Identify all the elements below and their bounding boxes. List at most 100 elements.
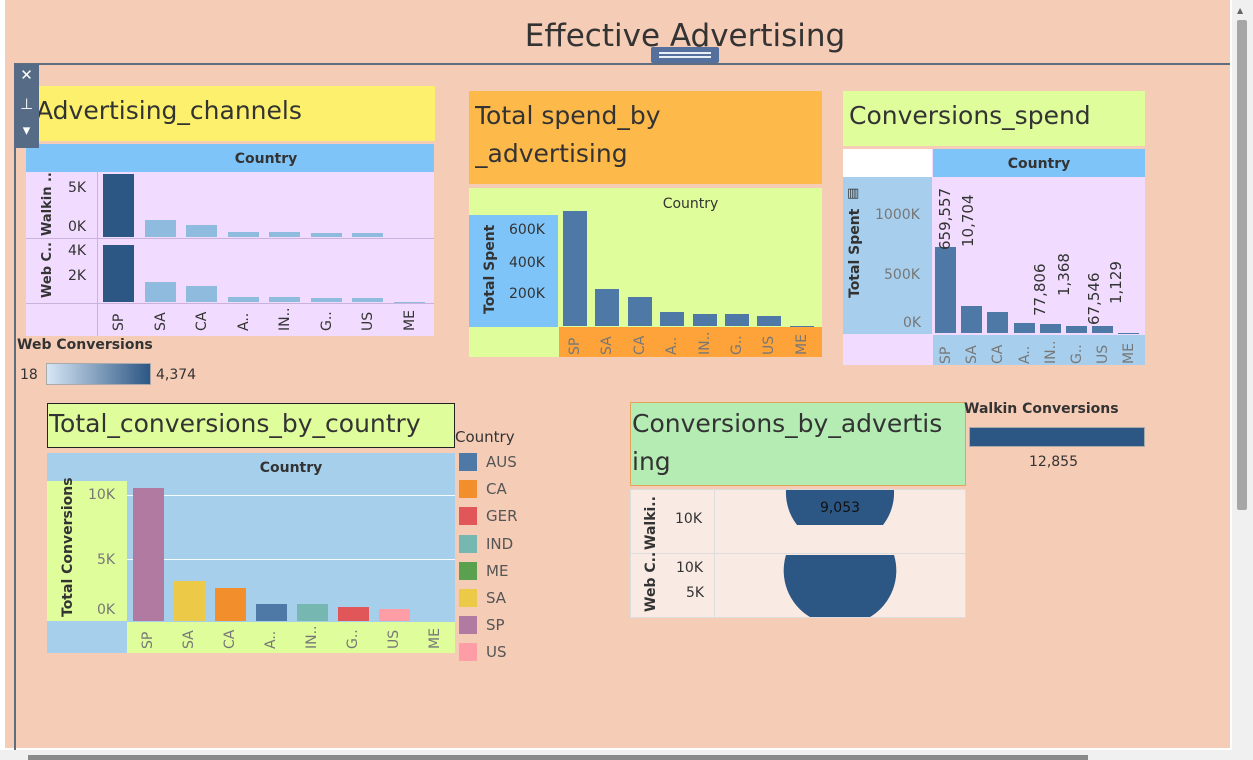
- x-tick-label: SP: [111, 313, 127, 331]
- x-tick-label: SP: [938, 346, 954, 364]
- web-bar: [269, 297, 300, 302]
- x-tick-label: CA: [990, 344, 1007, 364]
- walkin-tick: 0K: [68, 219, 87, 235]
- legend-swatch: [459, 643, 477, 662]
- total-conversions-title-bg: [47, 403, 455, 448]
- x-tick-label: SP: [140, 631, 156, 649]
- walkin-row-label: Walki..: [643, 496, 659, 550]
- country-bar: [174, 581, 205, 621]
- web-conversions-legend-title: Web Conversions: [17, 337, 153, 353]
- walkin-bar: [352, 232, 383, 237]
- walkin-value-label: 9,053: [819, 500, 861, 516]
- country-bar: [297, 603, 328, 621]
- walkin-tick: 10K: [675, 511, 702, 527]
- x-tick-label: SA: [964, 345, 981, 364]
- conversions-spend-y-label: Total Spent: [847, 208, 863, 298]
- x-tick-label: G..: [318, 311, 335, 331]
- conversions-by-advertising-title-line1: Conversions_by_advertis: [632, 409, 943, 438]
- pin-icon[interactable]: ⊥: [19, 95, 34, 113]
- advertising-channels-header-corner: [26, 144, 98, 172]
- spend-bar: [757, 315, 782, 326]
- x-tick-label: IN..: [696, 331, 713, 355]
- total-spend-title-bg: [469, 91, 822, 184]
- x-tick-label: A..: [235, 312, 252, 331]
- walkin-row-label: Walkin ..: [40, 172, 55, 236]
- conversions-spend-header-bg: [933, 149, 1145, 177]
- legend-swatch: [459, 534, 477, 553]
- legend-label: GER: [486, 507, 518, 526]
- total-conversions-x-axis: [127, 622, 455, 653]
- data-label: 1,368: [1055, 253, 1073, 296]
- conversions-by-advertising-title-bg: [630, 402, 966, 486]
- data-label: 67,546: [1085, 272, 1103, 326]
- data-label: 10,704: [959, 194, 977, 248]
- x-tick-label: US: [386, 629, 402, 649]
- web-tick: 10K: [676, 560, 703, 576]
- legend-swatch: [459, 480, 477, 499]
- walkin-legend-value: 12,855: [1029, 454, 1078, 470]
- axis-divider: [97, 172, 98, 336]
- web-row-label: Web C..: [643, 551, 659, 612]
- x-tick-label: SP: [567, 337, 583, 355]
- country-bar: [215, 588, 246, 621]
- spend-bar: [1066, 325, 1087, 333]
- total-spend-column-header: Country: [662, 196, 719, 212]
- gridline: [127, 559, 455, 560]
- legend-swatch: [459, 507, 477, 526]
- y-tick: 5K: [97, 552, 116, 568]
- total-conversions-column-header: Country: [259, 460, 323, 476]
- x-tick-label: US: [761, 335, 778, 355]
- x-tick-label: ME: [1121, 343, 1138, 364]
- x-tick-label: A..: [664, 336, 681, 355]
- x-tick-label: CA: [222, 629, 238, 649]
- container-top-border: [14, 63, 1230, 65]
- legend-swatch: [459, 453, 477, 471]
- country-legend-title: Country: [455, 428, 515, 446]
- dashboard-title: Effective Advertising: [524, 18, 846, 54]
- web-bar: [144, 282, 176, 302]
- total-spend-y-label: Total Spent: [482, 224, 498, 314]
- horizontal-scroll-thumb[interactable]: [28, 755, 1088, 760]
- bar-chart-icon[interactable]: ▥: [847, 186, 860, 201]
- vertical-scroll-thumb[interactable]: [1237, 20, 1247, 510]
- scroll-up-arrow-icon[interactable]: ▲: [1237, 6, 1244, 15]
- legend-label: US: [486, 643, 507, 662]
- walkin-bar: [144, 219, 176, 237]
- web-tick: 4K: [68, 243, 87, 259]
- legend-swatch: [459, 616, 477, 635]
- walkin-legend-swatch: [969, 427, 1145, 447]
- spend-bar: [627, 297, 652, 326]
- x-tick-label: CA: [194, 311, 210, 331]
- legend-label: IND: [486, 534, 514, 553]
- conversions-spend-header-corner: [843, 149, 932, 177]
- web-bar: [186, 286, 217, 302]
- spend-bar: [692, 314, 717, 326]
- total-conversions-y-label: Total Conversions: [60, 477, 76, 617]
- total-spend-title-line2: _advertising: [475, 139, 628, 168]
- y-tick: 1000K: [875, 207, 920, 223]
- web-tick: 2K: [68, 268, 87, 284]
- x-tick-label: SA: [181, 630, 197, 649]
- y-tick: 500K: [884, 267, 920, 283]
- web-bar: [103, 244, 134, 302]
- axis-bottom-divider: [26, 303, 434, 304]
- walkin-bar: [103, 174, 134, 237]
- walkin-bar: [227, 231, 259, 237]
- x-tick-label: US: [1095, 344, 1112, 364]
- walkin-bar: [186, 225, 217, 237]
- x-tick-label: SA: [152, 312, 169, 331]
- x-tick-label: ME: [793, 334, 810, 355]
- spend-bar: [961, 306, 983, 333]
- y-tick: 600K: [509, 222, 545, 238]
- y-tick: 200K: [509, 286, 545, 302]
- more-options-icon[interactable]: ▾: [22, 121, 31, 139]
- container-drag-handle[interactable]: [651, 47, 719, 63]
- x-tick-label: SA: [599, 336, 616, 355]
- walkin-legend-title: Walkin Conversions: [964, 401, 1119, 417]
- y-tick: 0K: [97, 602, 116, 618]
- y-tick: 10K: [88, 487, 115, 503]
- spend-bar: [1092, 325, 1114, 333]
- total-spend-x-axis: [559, 327, 822, 357]
- spend-bar: [935, 246, 956, 333]
- close-icon[interactable]: ✕: [20, 66, 33, 84]
